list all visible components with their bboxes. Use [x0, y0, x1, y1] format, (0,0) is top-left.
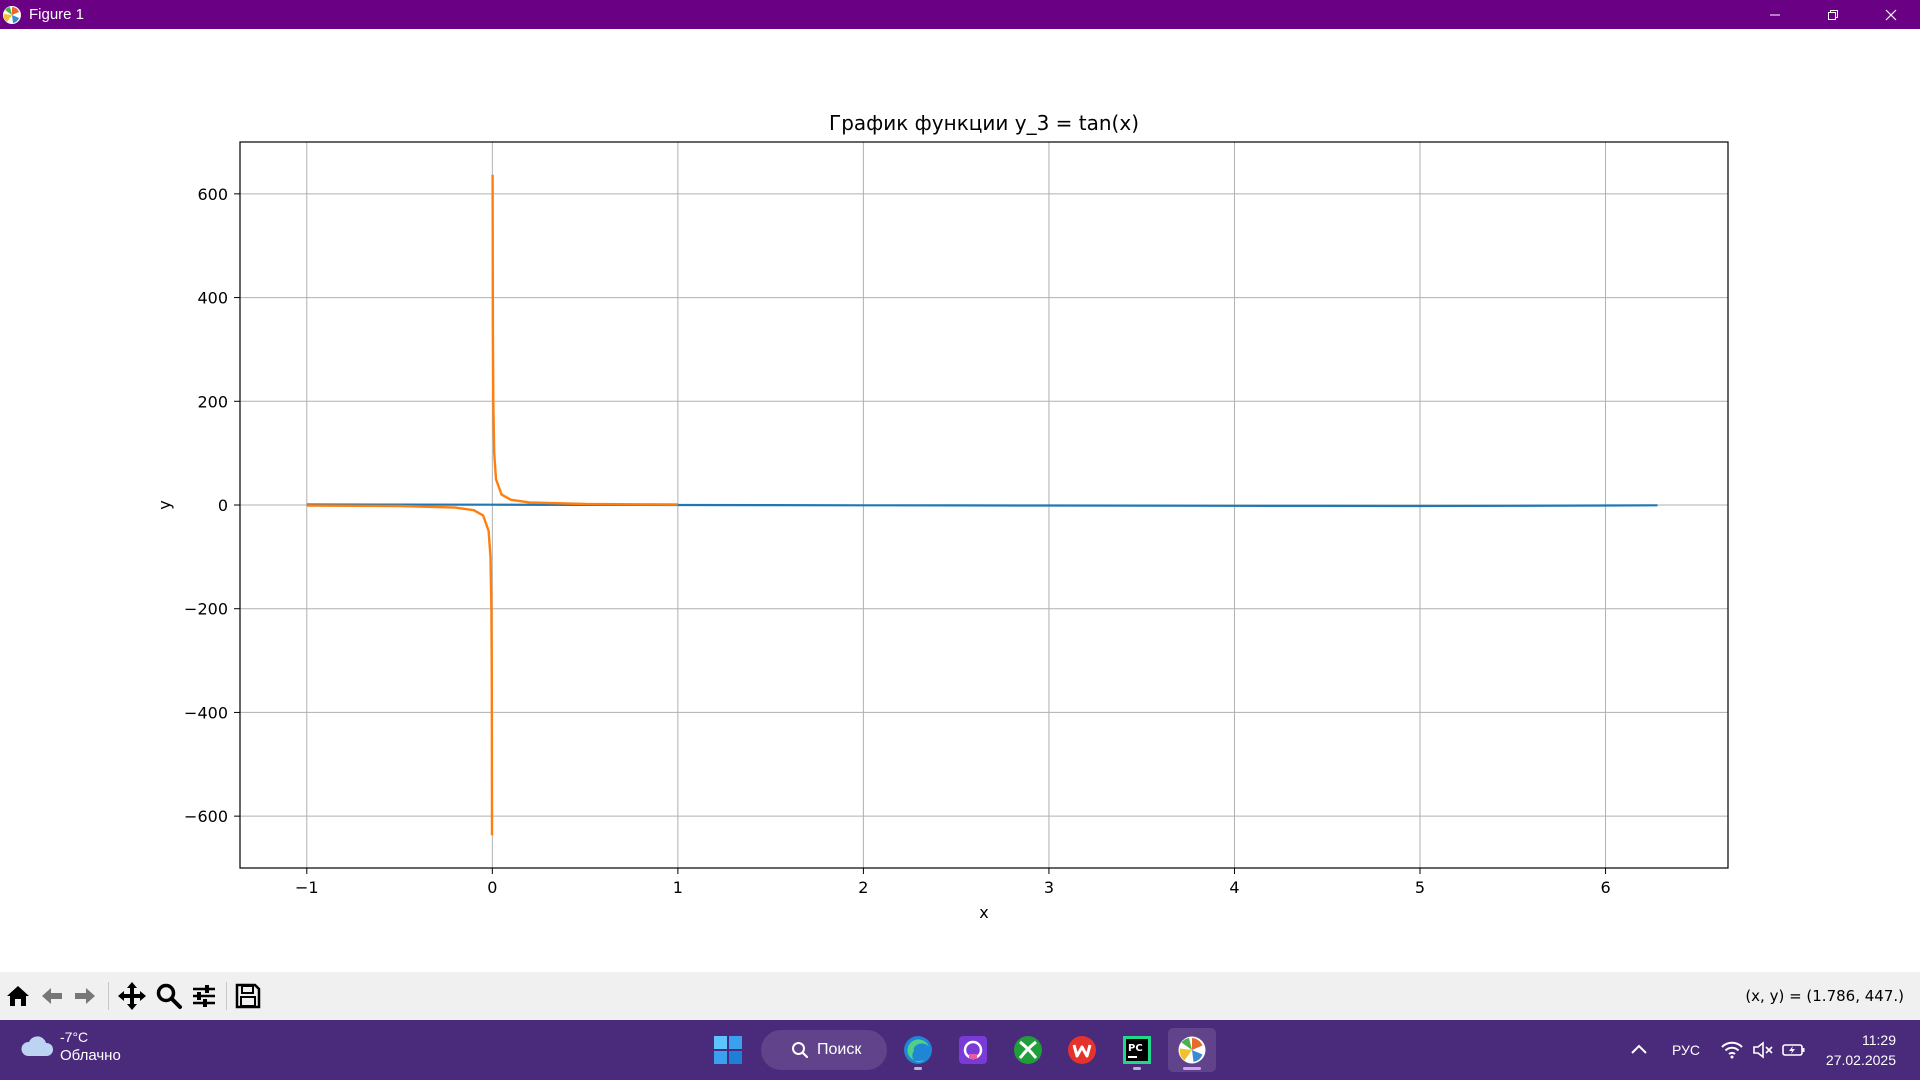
forward-button[interactable] — [69, 980, 101, 1012]
matplotlib-icon — [3, 5, 21, 24]
pycharm-icon: PC — [1123, 1036, 1151, 1064]
window-title: Figure 1 — [29, 6, 85, 23]
y-tick-label: 200 — [197, 392, 228, 411]
taskbar-app-wps[interactable] — [1058, 1028, 1106, 1072]
taskbar-app-xbox[interactable] — [1004, 1028, 1052, 1072]
weather-temperature: -7°C — [60, 1029, 89, 1045]
windows-start-icon — [714, 1036, 742, 1064]
taskbar-app-matplotlib[interactable] — [1168, 1028, 1216, 1072]
y-tick-label: −200 — [184, 600, 228, 619]
back-button[interactable] — [36, 980, 68, 1012]
system-clock[interactable]: 11:29 27.02.2025 — [1826, 1030, 1896, 1070]
figure-canvas[interactable]: −1 0 1 2 3 4 5 6 −600 −400 −200 0 200 400 600 График ф… — [0, 29, 1920, 972]
matplotlib-icon — [1178, 1036, 1206, 1064]
plot-area[interactable]: −1 0 1 2 3 4 5 6 −600 −400 −200 0 200 400 600 График ф… — [0, 29, 1920, 972]
xbox-icon — [1014, 1036, 1042, 1064]
taskbar: -7°C Облачно Поиск PC — [0, 1020, 1920, 1080]
weather-widget[interactable]: -7°C Облачно — [20, 1028, 121, 1066]
y-axis-label: y — [155, 500, 174, 509]
x-tick-label: 1 — [673, 878, 683, 897]
zoom-icon — [156, 983, 182, 1009]
active-indicator — [1183, 1067, 1201, 1070]
cloud-icon — [21, 1036, 54, 1056]
quick-settings[interactable] — [1720, 1020, 1806, 1080]
series-line-left-branch — [306, 504, 494, 836]
language-indicator[interactable]: РУС — [1672, 1020, 1700, 1080]
y-tick-label: 400 — [197, 289, 228, 308]
x-tick-label: 3 — [1044, 878, 1054, 897]
series-line-right-branch — [491, 174, 678, 506]
clock-time: 11:29 — [1862, 1032, 1896, 1048]
configure-subplots-icon — [193, 985, 215, 1007]
y-tick-label: −600 — [184, 807, 228, 826]
x-tick-label: 2 — [858, 878, 868, 897]
tray-overflow-button[interactable] — [1626, 1020, 1652, 1080]
wifi-icon — [1721, 1041, 1743, 1059]
weather-condition: Облачно — [60, 1047, 121, 1064]
search-label: Поиск — [817, 1041, 862, 1058]
battery-icon — [1782, 1044, 1805, 1056]
x-tick-label: 0 — [487, 878, 497, 897]
configure-subplots-button[interactable] — [188, 980, 220, 1012]
minimize-button[interactable] — [1746, 0, 1804, 29]
back-icon — [42, 988, 62, 1004]
cursor-coordinates: (x, y) = (1.786, 447.) — [1745, 987, 1904, 1005]
running-indicator — [1133, 1067, 1141, 1070]
wps-office-icon — [1068, 1036, 1096, 1064]
start-button[interactable] — [704, 1028, 752, 1072]
series-lines — [306, 174, 1658, 836]
y-tick-label: 600 — [197, 185, 228, 204]
taskbar-app-edge[interactable] — [894, 1028, 942, 1072]
svg-text:PC: PC — [1128, 1043, 1143, 1054]
ticks: −1 0 1 2 3 4 5 6 −600 −400 −200 0 200 400 600 — [184, 185, 1611, 897]
x-tick-label: 4 — [1229, 878, 1239, 897]
y-tick-label: −400 — [184, 703, 228, 722]
close-button[interactable] — [1862, 0, 1920, 29]
taskbar-app-copilot[interactable] — [949, 1028, 997, 1072]
x-axis-label: x — [979, 903, 988, 922]
save-icon — [235, 983, 261, 1009]
window-titlebar: Figure 1 — [0, 0, 1920, 29]
running-indicator — [914, 1067, 922, 1070]
toolbar-separator — [226, 982, 227, 1010]
x-tick-label: 6 — [1600, 878, 1610, 897]
navigation-toolbar: (x, y) = (1.786, 447.) — [0, 972, 1920, 1020]
language-label: РУС — [1672, 1042, 1701, 1058]
home-icon — [7, 986, 29, 1006]
chart-title: График функции y_3 = tan(x) — [829, 111, 1139, 135]
search-icon — [792, 1042, 809, 1059]
restore-icon — [1828, 9, 1838, 20]
chevron-up-icon — [1631, 1044, 1647, 1054]
restore-button[interactable] — [1804, 0, 1862, 29]
taskbar-app-pycharm[interactable]: PC — [1113, 1028, 1161, 1072]
copilot-icon — [959, 1036, 987, 1064]
forward-icon — [75, 988, 95, 1004]
y-tick-label: 0 — [218, 496, 228, 515]
speaker-muted-icon — [1753, 1041, 1773, 1059]
close-icon — [1885, 9, 1897, 20]
series-line — [306, 503, 1658, 508]
toolbar-separator — [108, 982, 109, 1010]
home-button[interactable] — [2, 980, 34, 1012]
pan-button[interactable] — [116, 980, 148, 1012]
zoom-button[interactable] — [153, 980, 185, 1012]
edge-icon — [904, 1036, 932, 1064]
clock-date: 27.02.2025 — [1825, 1052, 1896, 1068]
pan-icon — [118, 982, 146, 1010]
x-tick-label: −1 — [295, 878, 319, 897]
x-tick-label: 5 — [1415, 878, 1425, 897]
save-button[interactable] — [232, 980, 264, 1012]
minimize-icon — [1770, 14, 1780, 15]
taskbar-search[interactable]: Поиск — [761, 1030, 887, 1070]
